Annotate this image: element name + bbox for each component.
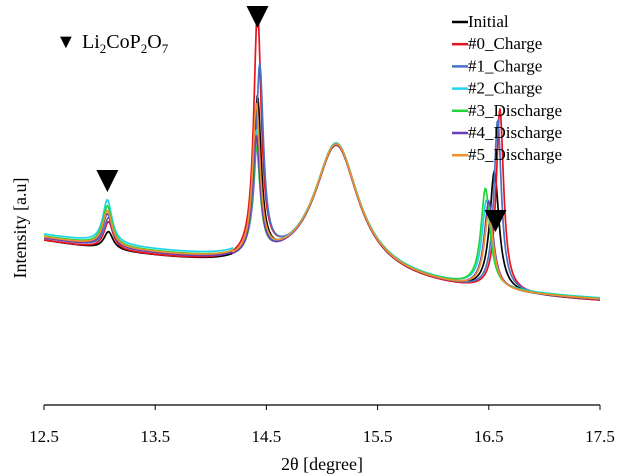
legend-label: Initial [468, 12, 509, 31]
x-tick-label: 16.5 [474, 427, 504, 446]
annotation-symbol: ▼ [56, 31, 76, 53]
series-line [44, 102, 600, 300]
plot-area: 12.5 13.5 14.5 15.5 16.5 17.5 [29, 6, 615, 446]
legend-label: #2_Charge [468, 79, 542, 98]
x-tick-label: 17.5 [585, 427, 615, 446]
annotation-part: O [147, 31, 161, 53]
series-group [44, 8, 600, 301]
series-line [44, 62, 600, 301]
series-line [44, 142, 600, 300]
annotation-subscript: 2 [100, 41, 107, 56]
phase-annotation: ▼ Li2CoP2O7 [56, 31, 169, 56]
annotation-subscript: 2 [141, 41, 148, 56]
legend-label: #3_Discharge [468, 101, 562, 120]
annotation-subscript: 7 [162, 41, 169, 56]
legend-label: #5_Discharge [468, 145, 562, 164]
legend: Initial #0_Charge #1_Charge #2_Charge #3_Dis… [452, 12, 562, 164]
peak-marker-icon [246, 6, 269, 28]
peak-marker-icon [96, 170, 119, 192]
x-tick-label: 15.5 [363, 427, 393, 446]
x-ticks: 12.5 13.5 14.5 15.5 16.5 17.5 [29, 405, 615, 446]
peak-marker-icon [484, 210, 507, 232]
annotation-part: CoP [106, 31, 140, 53]
y-axis-title: Intensity [a.u] [10, 178, 30, 279]
annotation-part: Li [82, 31, 100, 53]
x-tick-label: 14.5 [252, 427, 282, 446]
legend-label: #4_Discharge [468, 123, 562, 142]
x-tick-label: 12.5 [29, 427, 59, 446]
annotation-label: Li2CoP2O7 [82, 31, 169, 56]
x-axis-title: 2θ [degree] [281, 454, 363, 474]
legend-label: #1_Charge [468, 56, 542, 75]
peak-markers [96, 6, 507, 232]
x-tick-label: 13.5 [140, 427, 170, 446]
legend-label: #0_Charge [468, 34, 542, 53]
